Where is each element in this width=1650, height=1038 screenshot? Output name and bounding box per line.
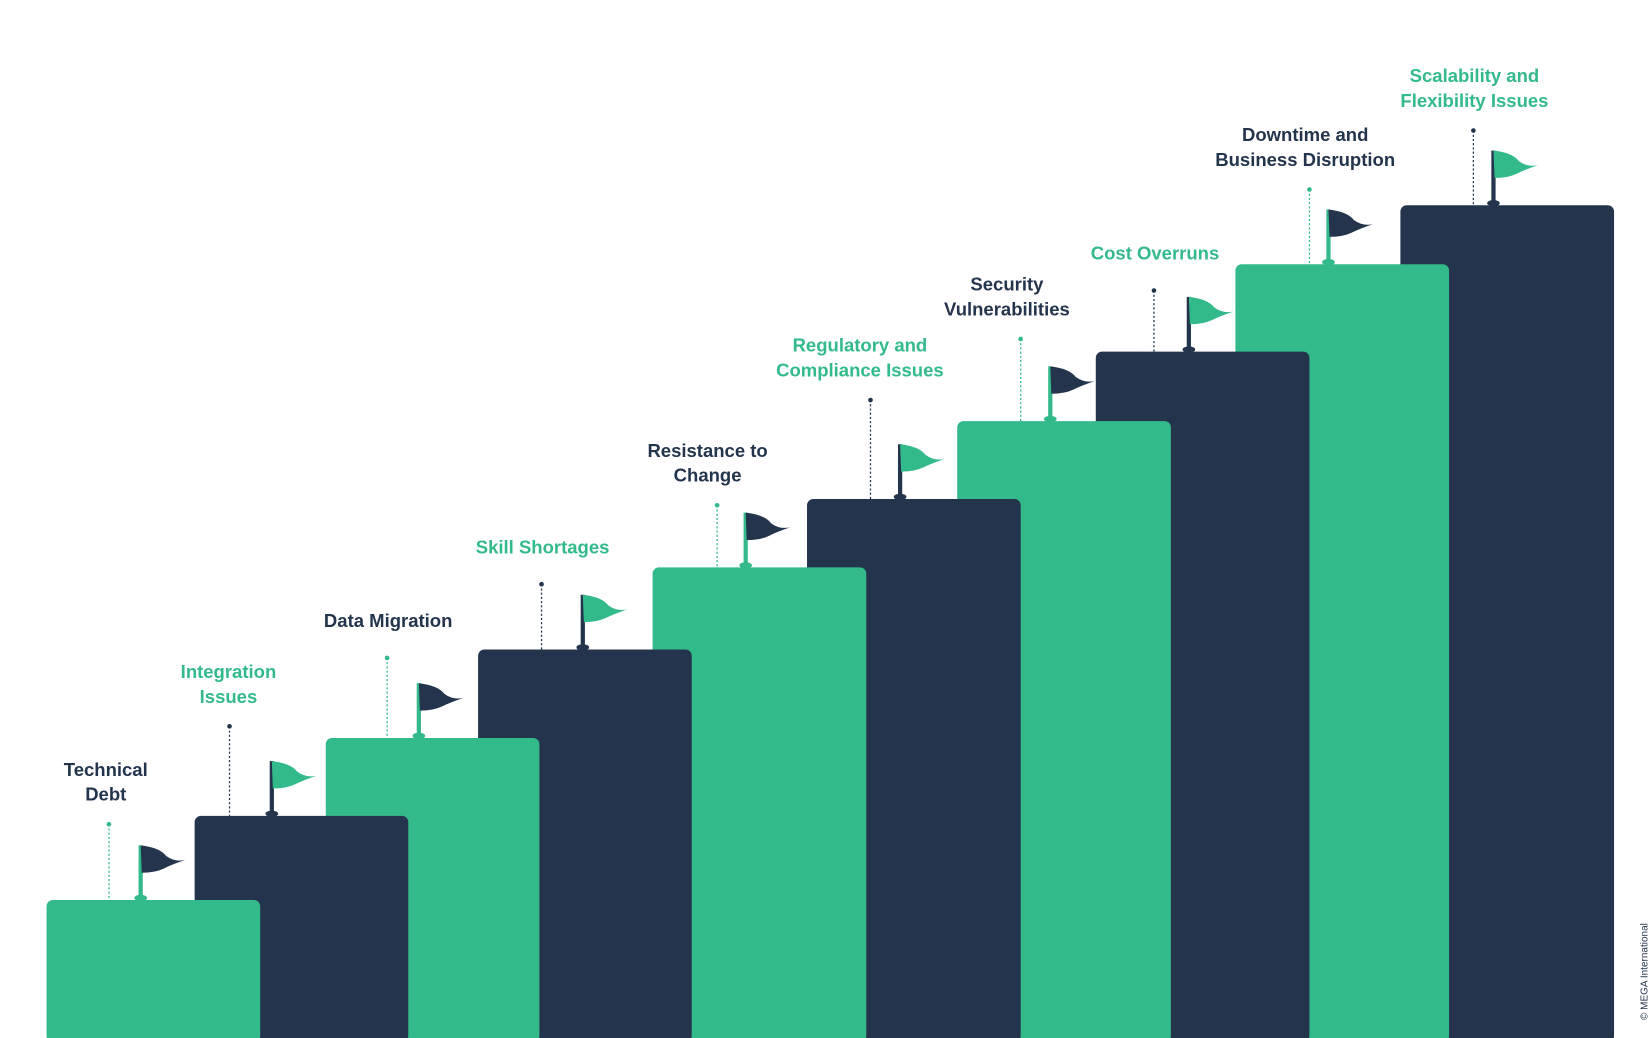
flag (745, 512, 791, 541)
flag-base (265, 810, 279, 817)
leader-dot (1307, 187, 1312, 192)
flag (140, 845, 186, 873)
step-block (652, 567, 867, 1038)
flag-pole (416, 683, 421, 736)
step-label: Change (674, 465, 742, 486)
flag-base (1322, 258, 1335, 266)
step-label: Cost Overruns (1091, 243, 1219, 264)
flag-base (1487, 200, 1500, 207)
step-label: Technical (64, 759, 148, 780)
flag (1493, 150, 1538, 178)
step-block (46, 900, 261, 1038)
step-label: Flexibility Issues (1400, 90, 1548, 111)
flag-pole (1326, 209, 1331, 263)
step-label: Debt (85, 784, 126, 805)
flag-pole (269, 761, 274, 814)
flag-pole (1048, 366, 1053, 419)
leader-dot (868, 397, 873, 403)
flag-base (739, 562, 753, 569)
step: Resistance to Change (647, 440, 867, 1038)
flag (418, 683, 464, 711)
step-label: Resistance to (647, 440, 767, 461)
flag-base (893, 493, 907, 501)
staircase: Scalability and Flexibility Issues Downtim… (46, 65, 1615, 1038)
leader-dot (227, 724, 232, 729)
step-label: Integration (181, 661, 277, 682)
step-label: Skill Shortages (476, 536, 610, 557)
step-label: Issues (200, 686, 258, 707)
credit: © MEGA International (1640, 923, 1650, 1020)
leader-dot (714, 502, 720, 508)
flag-pole (897, 444, 903, 497)
step-label: Compliance Issues (776, 360, 944, 381)
leader-dot (1018, 336, 1024, 342)
step-block (1400, 205, 1615, 1038)
flag (1328, 209, 1373, 237)
flag-base (412, 732, 426, 739)
flag-pole (1186, 296, 1191, 350)
flag-base (1182, 346, 1196, 353)
flag-base (1043, 415, 1057, 423)
flag-pole (580, 594, 585, 648)
flag-pole (743, 512, 748, 566)
step-label: Vulnerabilities (944, 298, 1070, 319)
step-label: Security (970, 274, 1044, 295)
flag-base (576, 644, 590, 651)
flag (582, 594, 628, 623)
step-label: Downtime and (1242, 124, 1368, 145)
flag-pole (1491, 150, 1496, 204)
step-label: Regulatory and (793, 335, 928, 356)
step-label: Scalability and (1410, 65, 1540, 86)
flag (1188, 296, 1234, 325)
leader-dot (1471, 128, 1476, 133)
leader-dot (384, 655, 390, 661)
leader-dot (106, 821, 112, 827)
step-label: Data Migration (324, 610, 452, 631)
flag (1050, 366, 1095, 394)
step: Scalability and Flexibility Issues (1400, 65, 1615, 1038)
flag (271, 761, 317, 789)
leader-dot (1151, 288, 1157, 293)
flag (900, 444, 945, 472)
step-label: Business Disruption (1215, 149, 1395, 170)
flag-pole (138, 845, 143, 898)
step: Technical Debt (46, 759, 261, 1038)
flag-base (134, 894, 148, 902)
leader-dot (539, 581, 544, 587)
